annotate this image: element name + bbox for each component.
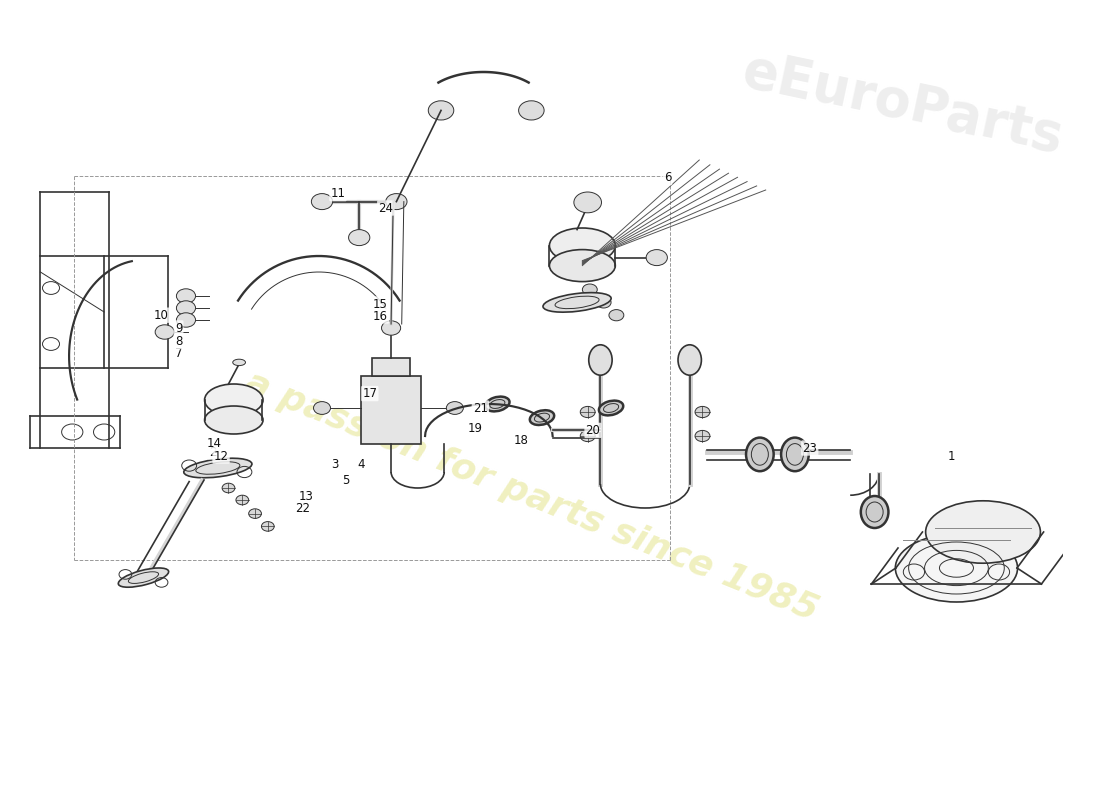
Ellipse shape — [530, 410, 554, 425]
Circle shape — [176, 313, 196, 327]
Text: 10: 10 — [154, 309, 169, 322]
Text: 1: 1 — [947, 450, 955, 462]
Circle shape — [262, 522, 274, 531]
Text: 19: 19 — [468, 422, 483, 434]
Circle shape — [518, 101, 544, 120]
Ellipse shape — [598, 401, 624, 415]
Circle shape — [646, 250, 668, 266]
Circle shape — [386, 194, 407, 210]
Text: 9: 9 — [175, 322, 183, 334]
Circle shape — [580, 430, 595, 442]
Text: 17: 17 — [362, 387, 377, 400]
Text: 16: 16 — [373, 310, 388, 322]
Ellipse shape — [895, 534, 1018, 602]
Circle shape — [349, 230, 370, 246]
Ellipse shape — [119, 568, 168, 587]
Ellipse shape — [205, 406, 263, 434]
Circle shape — [235, 495, 249, 505]
Circle shape — [596, 297, 612, 308]
Text: 14: 14 — [207, 437, 222, 450]
Circle shape — [311, 194, 332, 210]
Text: 21: 21 — [473, 402, 488, 414]
Text: 15: 15 — [373, 298, 388, 310]
Circle shape — [222, 483, 235, 493]
Ellipse shape — [925, 501, 1041, 563]
Text: 5: 5 — [342, 474, 349, 486]
Circle shape — [574, 192, 602, 213]
Text: 2: 2 — [209, 446, 217, 458]
Text: eEuroParts: eEuroParts — [738, 45, 1068, 163]
Bar — [361, 376, 421, 444]
Circle shape — [314, 402, 330, 414]
Text: 8: 8 — [175, 335, 183, 348]
Text: 22: 22 — [296, 502, 310, 514]
Text: 20: 20 — [585, 424, 601, 437]
Ellipse shape — [746, 438, 773, 471]
Text: a passion for parts since 1985: a passion for parts since 1985 — [240, 365, 823, 627]
Circle shape — [428, 101, 454, 120]
Circle shape — [176, 289, 196, 303]
Ellipse shape — [588, 345, 612, 375]
Ellipse shape — [485, 397, 509, 411]
Ellipse shape — [549, 250, 615, 282]
Ellipse shape — [543, 293, 612, 312]
Ellipse shape — [678, 345, 702, 375]
Ellipse shape — [781, 438, 808, 471]
Text: 13: 13 — [298, 490, 314, 502]
Ellipse shape — [861, 496, 889, 528]
Circle shape — [609, 310, 624, 321]
Text: 4: 4 — [358, 458, 365, 470]
Ellipse shape — [205, 384, 263, 416]
Circle shape — [580, 406, 595, 418]
Ellipse shape — [184, 458, 252, 478]
Text: 24: 24 — [378, 202, 394, 214]
Bar — [372, 358, 410, 376]
Text: 7: 7 — [175, 347, 183, 360]
Text: 6: 6 — [663, 171, 671, 184]
Text: 3: 3 — [331, 458, 339, 470]
Text: 18: 18 — [514, 434, 528, 446]
Ellipse shape — [233, 359, 245, 366]
Circle shape — [695, 406, 710, 418]
Circle shape — [695, 430, 710, 442]
Text: 12: 12 — [213, 450, 229, 462]
Circle shape — [155, 325, 174, 339]
Circle shape — [176, 301, 196, 315]
Circle shape — [382, 321, 400, 335]
Circle shape — [582, 284, 597, 295]
Ellipse shape — [549, 228, 615, 263]
Text: 11: 11 — [330, 187, 345, 200]
Circle shape — [249, 509, 262, 518]
Circle shape — [447, 402, 463, 414]
Text: 23: 23 — [802, 442, 817, 454]
